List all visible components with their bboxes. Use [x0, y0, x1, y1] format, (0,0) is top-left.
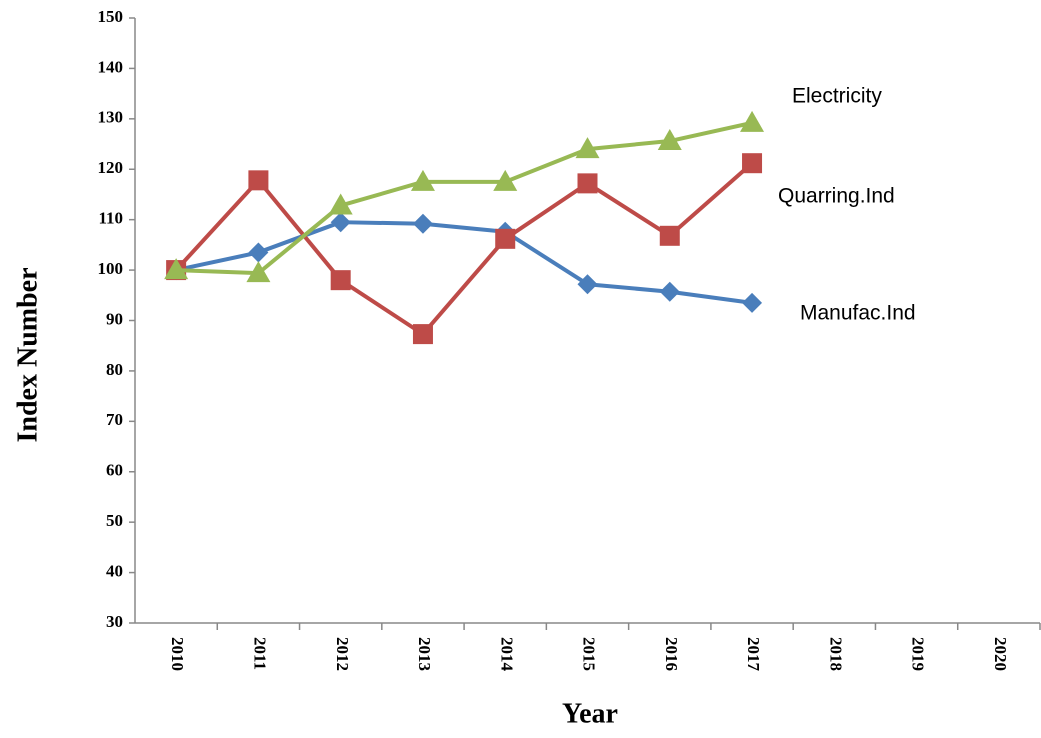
x-tick-label: 2012 — [333, 637, 352, 671]
marker — [328, 193, 353, 215]
marker — [493, 169, 518, 191]
x-tick-label: 2014 — [497, 637, 516, 672]
y-tick-label: 50 — [106, 511, 123, 530]
y-tick-label: 110 — [98, 209, 123, 228]
marker — [657, 129, 682, 151]
y-tick-label: 100 — [98, 259, 124, 278]
marker — [659, 225, 680, 246]
series-label: Electricity — [792, 85, 882, 108]
series-label: Manufac.Ind — [800, 302, 916, 325]
y-tick-label: 150 — [98, 7, 124, 26]
y-tick-label: 140 — [98, 57, 124, 76]
x-tick-label: 2020 — [991, 637, 1010, 671]
y-tick-label: 70 — [106, 410, 123, 429]
x-tick-label: 2018 — [826, 637, 845, 671]
marker — [330, 212, 351, 233]
marker — [495, 228, 516, 249]
y-tick-label: 120 — [98, 158, 124, 177]
marker — [412, 213, 433, 234]
series-line — [174, 161, 754, 337]
marker — [742, 292, 763, 313]
marker — [410, 169, 435, 191]
y-axis-title: Index Number — [12, 267, 43, 442]
marker — [575, 137, 600, 159]
marker — [248, 242, 269, 263]
x-tick-label: 2017 — [744, 637, 763, 672]
marker — [740, 110, 765, 132]
y-tick-label: 40 — [106, 561, 123, 580]
x-tick-label: 2019 — [909, 637, 928, 671]
y-tick-label: 90 — [106, 309, 123, 328]
x-axis-title: Year — [562, 698, 618, 729]
series-line — [175, 220, 753, 305]
x-tick-label: 2016 — [662, 637, 681, 671]
x-tick-label: 2013 — [415, 637, 434, 671]
marker — [412, 324, 433, 345]
marker — [659, 281, 680, 302]
x-tick-label: 2010 — [168, 637, 187, 671]
series-label: Quarring.Ind — [778, 185, 895, 208]
marker — [577, 274, 598, 295]
x-tick-label: 2015 — [580, 637, 599, 671]
y-tick-label: 130 — [98, 108, 124, 127]
marker — [246, 261, 271, 283]
y-tick-label: 80 — [106, 360, 123, 379]
marker — [164, 258, 189, 280]
marker — [248, 170, 269, 191]
y-tick-label: 60 — [106, 461, 123, 480]
y-tick-label: 30 — [106, 612, 123, 631]
marker — [577, 173, 598, 194]
marker — [742, 153, 763, 174]
marker — [330, 270, 351, 291]
x-tick-label: 2011 — [251, 637, 270, 670]
series-line — [176, 120, 753, 276]
